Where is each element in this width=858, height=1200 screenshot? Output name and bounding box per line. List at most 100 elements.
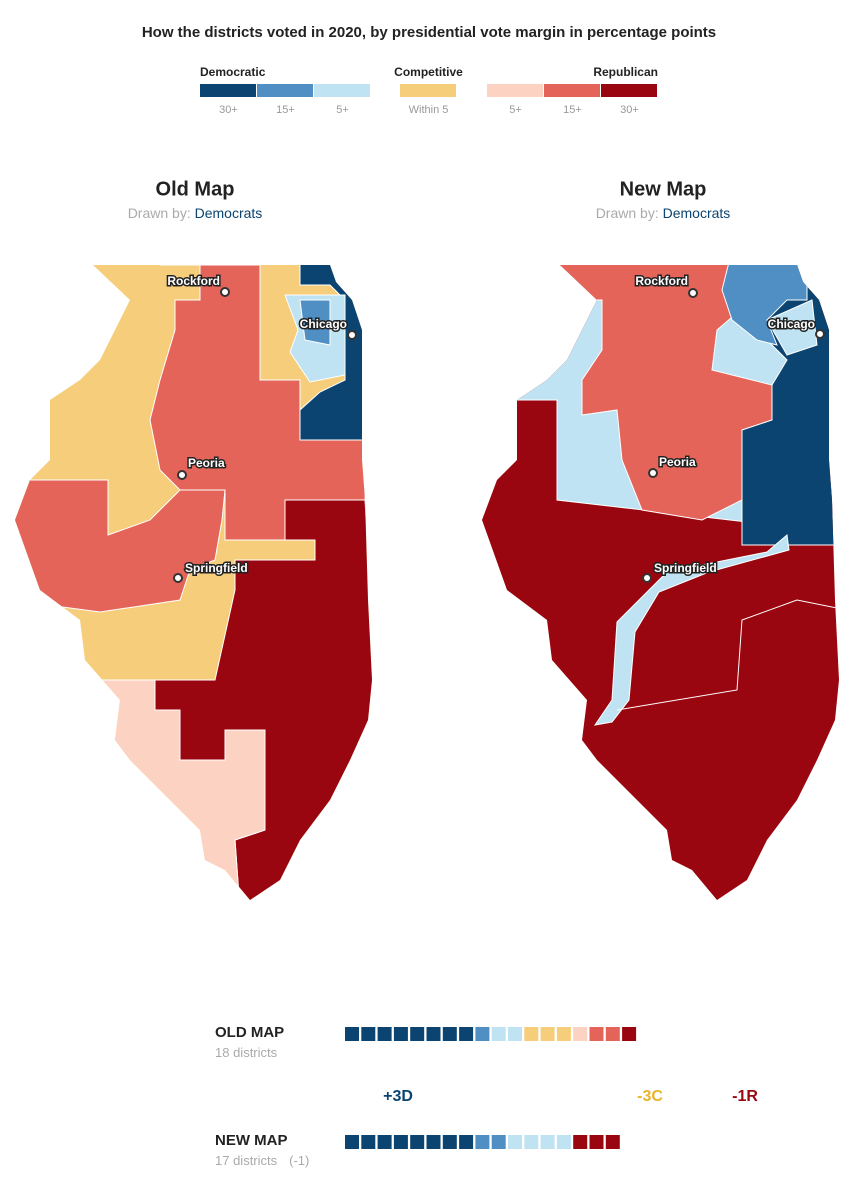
district-square <box>491 1135 506 1149</box>
district-square <box>442 1027 457 1041</box>
district-square <box>426 1135 441 1149</box>
district-square <box>556 1135 571 1149</box>
district-square <box>442 1135 457 1149</box>
city-label: Chicago <box>768 317 815 331</box>
legend-swatch <box>487 84 543 97</box>
district-square <box>573 1027 588 1041</box>
city-marker <box>177 470 187 480</box>
city-label: Peoria <box>188 456 225 470</box>
new-cities: Rockford Chicago Peoria Springfield <box>634 273 825 583</box>
drawn-by: Drawn by: Democrats <box>596 205 731 221</box>
district-square <box>573 1135 588 1149</box>
city-label: Rockford <box>635 274 688 288</box>
city-label: Springfield <box>654 561 717 575</box>
legend-group: Democratic <box>200 65 266 79</box>
city-marker <box>347 330 357 340</box>
district-square <box>377 1027 392 1041</box>
district-square <box>475 1027 490 1041</box>
legend-label: 15+ <box>276 104 295 116</box>
title: How the districts voted in 2020, by pres… <box>142 24 716 41</box>
district-count: 18 districts <box>215 1045 278 1060</box>
district-square <box>361 1135 376 1149</box>
district-square <box>459 1135 474 1149</box>
legend-group: Republican <box>593 65 658 79</box>
district-square <box>556 1027 571 1041</box>
district-square <box>410 1027 425 1041</box>
city-marker <box>173 573 183 583</box>
district <box>766 299 818 356</box>
district-square <box>622 1027 637 1041</box>
district-change: (-1) <box>289 1153 309 1168</box>
district-count: 17 districts <box>215 1153 278 1168</box>
district-square <box>589 1027 604 1041</box>
district-square <box>508 1027 522 1041</box>
old-cities: Rockford Chicago Peoria Springfield <box>166 273 357 583</box>
district-square <box>540 1135 555 1149</box>
row-label: OLD MAP <box>215 1024 284 1041</box>
legend: Democratic 30+ 15+ 5+ Competitive Within 5 Rep… <box>200 65 658 116</box>
district <box>15 479 226 613</box>
legend-swatch <box>544 84 600 97</box>
legend-label: 30+ <box>620 104 639 116</box>
change-label: -3C <box>637 1088 663 1105</box>
drawn-by-label: Drawn by: <box>596 205 659 221</box>
legend-label: 15+ <box>563 104 582 116</box>
change-label: +3D <box>383 1088 413 1105</box>
district-square <box>361 1027 376 1041</box>
district-square <box>524 1135 539 1149</box>
district-square <box>345 1027 359 1041</box>
district-square <box>393 1135 408 1149</box>
summary: OLD MAP 18 districts NEW MAP 17 districts (-… <box>215 1024 758 1168</box>
row-subtitle: 17 districts (-1) <box>215 1153 309 1168</box>
city-marker <box>688 288 698 298</box>
legend-swatch <box>257 84 313 97</box>
city-label: Chicago <box>300 317 347 331</box>
legend-label: 30+ <box>219 104 238 116</box>
district-square <box>459 1027 474 1041</box>
city-marker <box>648 468 658 478</box>
district-square <box>540 1027 555 1041</box>
row-label: NEW MAP <box>215 1132 288 1149</box>
district-square <box>393 1027 408 1041</box>
district-square <box>410 1135 425 1149</box>
legend-label: 5+ <box>509 104 522 116</box>
change-label: -1R <box>732 1088 758 1105</box>
legend-group: Competitive <box>394 65 463 79</box>
district-square <box>524 1027 539 1041</box>
district-square <box>491 1027 506 1041</box>
legend-swatch <box>400 84 456 97</box>
district <box>541 265 773 521</box>
city-marker <box>815 329 825 339</box>
legend-swatch <box>314 84 370 97</box>
legend-swatch <box>200 84 256 97</box>
city-marker <box>220 287 230 297</box>
district <box>593 534 790 726</box>
drawn-by-label: Drawn by: <box>128 205 191 221</box>
legend-label: 5+ <box>336 104 349 116</box>
district-square <box>508 1135 522 1149</box>
district <box>299 299 331 346</box>
city-marker <box>642 573 652 583</box>
map-title: Old Map <box>156 178 235 200</box>
district-square <box>475 1135 490 1149</box>
drawn-by: Drawn by: Democrats <box>128 205 263 221</box>
new-map <box>482 265 839 900</box>
city-label: Rockford <box>167 274 220 288</box>
district-square <box>605 1027 620 1041</box>
district <box>149 265 366 541</box>
legend-label: Within 5 <box>409 104 449 116</box>
district-border <box>616 599 839 711</box>
drawn-by-party: Democrats <box>195 205 263 221</box>
district-square <box>345 1135 359 1149</box>
drawn-by-party: Democrats <box>663 205 731 221</box>
old-map <box>15 265 372 900</box>
district-square <box>377 1135 392 1149</box>
district-square <box>605 1135 620 1149</box>
district-square <box>426 1027 441 1041</box>
district-square <box>589 1135 604 1149</box>
row-subtitle: 18 districts <box>215 1045 278 1060</box>
city-label: Peoria <box>659 455 696 469</box>
city-label: Springfield <box>185 561 248 575</box>
